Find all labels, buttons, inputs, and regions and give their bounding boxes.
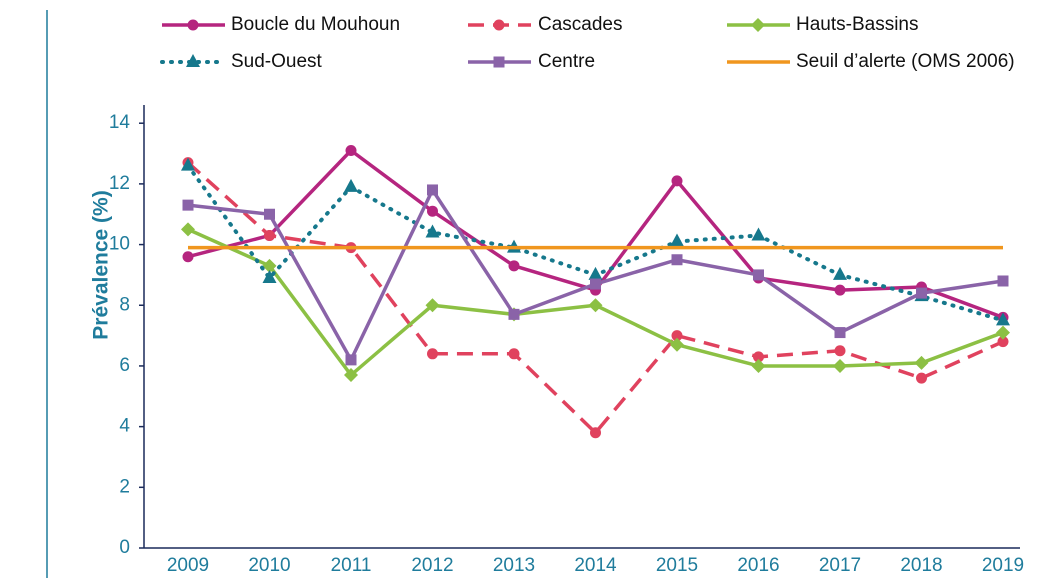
data-point xyxy=(425,298,440,313)
x-tick-label: 2019 xyxy=(982,555,1024,576)
x-tick-label: 2012 xyxy=(411,555,453,576)
data-point xyxy=(508,308,520,320)
data-point xyxy=(345,145,357,157)
data-point xyxy=(751,227,766,241)
data-point xyxy=(996,312,1010,326)
x-tick-label: 2016 xyxy=(737,555,779,576)
legend-marker xyxy=(751,18,765,32)
data-point xyxy=(182,251,194,263)
data-point xyxy=(590,278,601,290)
x-tick-label: 2014 xyxy=(574,555,617,576)
data-point xyxy=(670,233,684,247)
data-point xyxy=(996,325,1010,340)
data-point xyxy=(344,178,358,192)
y-tick-label: 6 xyxy=(119,355,130,376)
data-point xyxy=(916,287,927,299)
data-point xyxy=(590,427,601,439)
data-point xyxy=(588,266,603,280)
data-point xyxy=(427,348,438,360)
x-tick-label: 2010 xyxy=(248,555,290,576)
y-tick-label: 2 xyxy=(119,476,130,497)
data-point xyxy=(671,175,683,187)
data-point xyxy=(671,330,683,342)
data-point xyxy=(262,269,277,283)
legend-label: Hauts-Bassins xyxy=(796,14,919,35)
data-point xyxy=(833,358,847,373)
x-tick-label: 2018 xyxy=(900,555,942,576)
legend-label: Centre xyxy=(538,51,595,72)
data-point xyxy=(264,208,275,220)
data-point xyxy=(427,205,438,217)
legend-marker xyxy=(493,56,505,68)
x-tick-label: 2011 xyxy=(331,555,372,576)
data-point xyxy=(751,358,766,373)
data-point xyxy=(834,327,846,339)
legend-marker xyxy=(187,19,199,31)
data-point xyxy=(997,336,1009,348)
data-point xyxy=(670,337,684,352)
series-line xyxy=(186,161,1004,435)
data-point xyxy=(834,345,846,357)
data-point xyxy=(181,222,195,237)
y-axis-label: Prévalence (%) xyxy=(90,190,113,339)
data-point xyxy=(264,229,275,241)
data-point xyxy=(425,224,440,238)
y-tick-label: 10 xyxy=(109,234,130,255)
data-point xyxy=(833,266,847,280)
legend-marker xyxy=(186,54,200,67)
data-point xyxy=(588,298,603,313)
data-point xyxy=(508,348,520,360)
data-point xyxy=(344,368,358,383)
x-tick-label: 2015 xyxy=(656,555,698,576)
data-point xyxy=(508,260,520,272)
data-point xyxy=(753,269,764,281)
legend-label: Boucle du Mouhoun xyxy=(231,14,400,35)
legend-label: Seuil d’alerte (OMS 2006) xyxy=(796,51,1015,72)
data-point xyxy=(997,275,1009,287)
x-tick-label: 2017 xyxy=(819,555,861,576)
y-tick-label: 4 xyxy=(119,416,130,437)
legend-label: Cascades xyxy=(538,14,623,35)
data-point xyxy=(345,354,357,366)
data-point xyxy=(181,157,195,171)
data-point xyxy=(916,372,927,384)
data-point xyxy=(834,284,846,296)
data-point xyxy=(262,258,277,273)
data-point xyxy=(753,351,764,363)
data-point xyxy=(182,199,194,211)
legend-label: Sud-Ouest xyxy=(231,51,323,72)
x-tick-label: 2013 xyxy=(493,555,535,576)
y-tick-label: 14 xyxy=(109,112,131,133)
data-point xyxy=(671,254,683,266)
y-tick-label: 0 xyxy=(119,537,130,558)
data-point xyxy=(914,355,929,370)
y-tick-label: 8 xyxy=(119,294,130,315)
x-tick-label: 2009 xyxy=(167,555,209,576)
y-tick-label: 12 xyxy=(109,173,130,194)
legend-marker xyxy=(493,19,505,31)
data-point xyxy=(427,184,438,196)
